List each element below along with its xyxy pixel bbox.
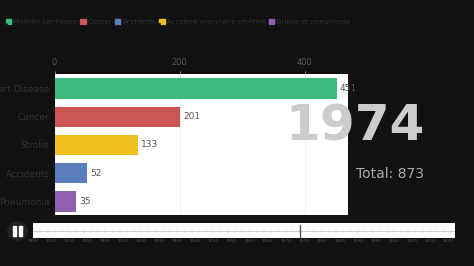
Text: Rate of leading causes of death rate(1900-2017)Taux des principales causes de mo: Rate of leading causes of death rate(190…: [0, 23, 474, 33]
Bar: [55, 191, 76, 211]
Text: 133: 133: [141, 140, 158, 149]
Bar: [55, 107, 180, 127]
Bar: [55, 163, 87, 183]
Text: Total: 873: Total: 873: [356, 167, 424, 181]
Bar: [55, 78, 337, 99]
Text: 451: 451: [340, 84, 357, 93]
Legend: Maladie cardiaque, Cancer, Accidents, Accident vasculaire cérébral, Grippe et pn: Maladie cardiaque, Cancer, Accidents, Ac…: [3, 16, 353, 27]
Circle shape: [8, 222, 27, 240]
Bar: [19, 226, 22, 236]
Text: 201: 201: [183, 112, 201, 121]
Text: 35: 35: [80, 197, 91, 206]
Bar: [13, 226, 16, 236]
Text: 52: 52: [90, 169, 101, 178]
Text: 1974: 1974: [285, 102, 424, 150]
Bar: [55, 135, 137, 155]
